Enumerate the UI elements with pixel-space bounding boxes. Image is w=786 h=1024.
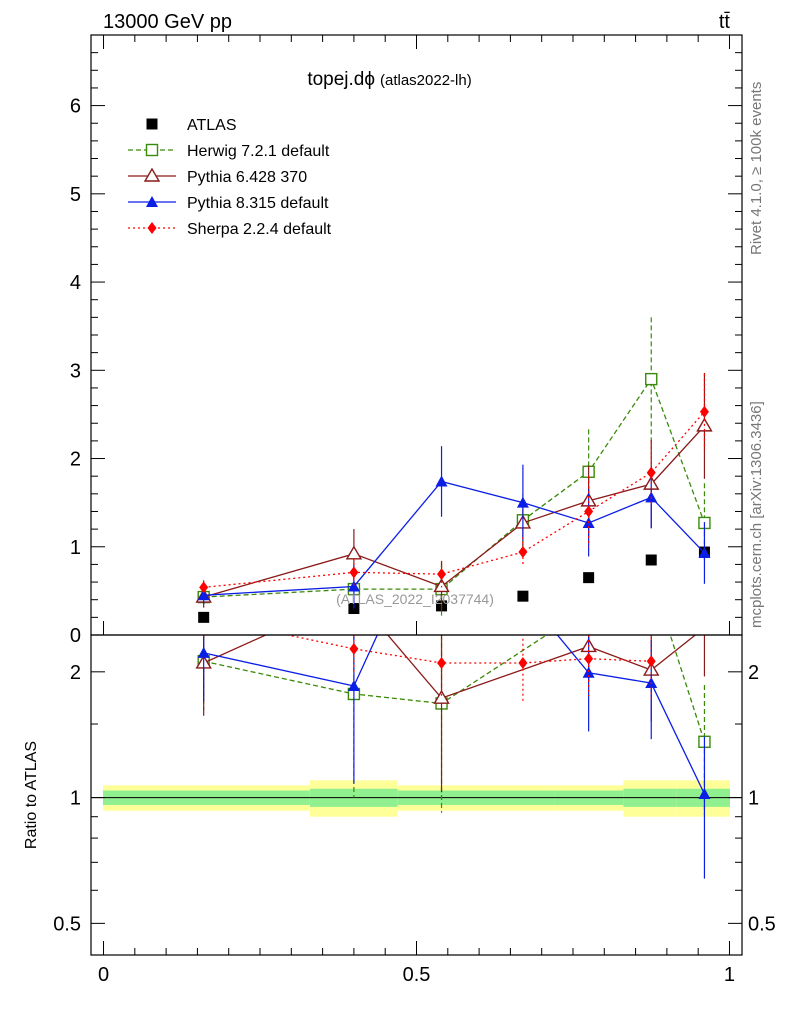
legend-label: Sherpa 2.2.4 default: [187, 221, 332, 238]
ratio-frame: [90, 634, 743, 956]
ratio-series: [195, 635, 711, 879]
data-point: [433, 578, 450, 593]
xtick-label: 0.5: [403, 964, 431, 986]
data-point: [699, 405, 709, 418]
plot-title: topej.dϕ: [307, 69, 375, 90]
legend: ATLAS Herwig 7.2.1 default Pythia 6.428 37…: [128, 117, 332, 238]
ratio-line: [203, 635, 706, 795]
legend-marker: [146, 196, 158, 207]
ratio-point: [347, 679, 360, 691]
main-ytick-label: 2: [70, 449, 81, 471]
ratio-series-clip: [203, 635, 656, 702]
legend-entry-0: ATLAS: [146, 117, 237, 134]
legend-label: ATLAS: [187, 117, 237, 134]
main-series: [195, 317, 713, 623]
ratio-series-3: [203, 635, 656, 702]
ratio-ytick-label: 0.5: [53, 913, 81, 935]
legend-label: Pythia 8.315 default: [187, 195, 329, 212]
rivet-label: Rivet 4.1.0, ≥ 100k events: [748, 82, 765, 255]
ratio-panel: 0.5 0.51 12 2 0 0.5 1 Ratio to ATLAS: [23, 35, 776, 986]
ratio-ytick-label-right: 0.5: [748, 913, 776, 935]
main-ytick-label: 3: [70, 360, 81, 382]
main-panel: 0 1 2 3 4 5 6 (ATLAS_2022_I2037744) topej.dϕ (…: [70, 34, 743, 647]
data-point: [349, 566, 359, 579]
header-left: 13000 GeV pp: [103, 11, 232, 33]
x-ticks: 0 0.5 1: [98, 35, 735, 986]
ratio-point: [518, 656, 528, 669]
ratio-point: [646, 655, 656, 668]
main-ytick-label: 1: [70, 537, 81, 559]
main-ytick-label: 4: [70, 272, 81, 294]
ratio-point: [437, 656, 447, 669]
ratio-point: [433, 689, 450, 704]
data-point: [197, 589, 210, 601]
xtick-label: 0: [98, 964, 109, 986]
data-point: [347, 580, 360, 592]
ratio-point: [584, 652, 594, 665]
data-point: [698, 546, 711, 558]
legend-entry-3: Pythia 8.315 default: [128, 195, 329, 212]
ratio-ytick-label-right: 2: [748, 662, 759, 684]
main-ytick-label: 0: [70, 625, 81, 647]
ratio-ylabel: Ratio to ATLAS: [23, 741, 40, 849]
data-point: [645, 372, 658, 386]
data-point: [516, 496, 529, 508]
ratio-point: [197, 646, 210, 658]
data-point: [199, 581, 209, 594]
main-ytick-label: 5: [70, 184, 81, 206]
ratio-point: [698, 788, 711, 800]
ratio-ytick-label: 1: [70, 788, 81, 810]
data-point: [518, 546, 528, 559]
series-4: [199, 373, 709, 595]
xtick-label: 1: [724, 964, 735, 986]
ratio-y-ticks: 0.5 0.5 1 1 2 2: [53, 662, 776, 936]
ratio-point: [349, 642, 359, 655]
main-ytick-label: 6: [70, 96, 81, 118]
data-point: [198, 611, 210, 623]
legend-marker: [143, 167, 161, 182]
legend-entry-4: Sherpa 2.2.4 default: [128, 221, 332, 238]
mcplots-label: mcplots.cern.ch [arXiv:1306.3436]: [748, 401, 765, 628]
data-point: [584, 505, 594, 518]
data-point: [645, 554, 657, 566]
legend-label: Pythia 6.428 370: [187, 169, 307, 186]
legend-marker: [147, 222, 157, 234]
ratio-line: [203, 635, 706, 742]
header-right: tt̄: [719, 11, 731, 33]
plot-subtitle: (atlas2022-lh): [380, 72, 472, 89]
legend-marker: [146, 118, 158, 130]
main-panel-background: [91, 35, 742, 635]
ratio-point: [582, 666, 595, 678]
ratio-ytick-label: 2: [70, 662, 81, 684]
ratio-ytick-label-right: 1: [748, 788, 759, 810]
legend-entry-2: Pythia 6.428 370: [128, 167, 307, 186]
ratio-line: [203, 635, 697, 699]
ratio-uncertainty-bands: [103, 780, 730, 817]
data-point: [583, 572, 595, 584]
analysis-watermark: (ATLAS_2022_I2037744): [336, 591, 494, 607]
data-point: [435, 475, 448, 487]
data-point: [437, 568, 447, 581]
legend-label: Herwig 7.2.1 default: [187, 143, 330, 160]
data-point: [517, 590, 529, 602]
legend-entry-1: Herwig 7.2.1 default: [128, 143, 330, 160]
legend-marker: [145, 143, 159, 157]
data-point: [646, 466, 656, 479]
